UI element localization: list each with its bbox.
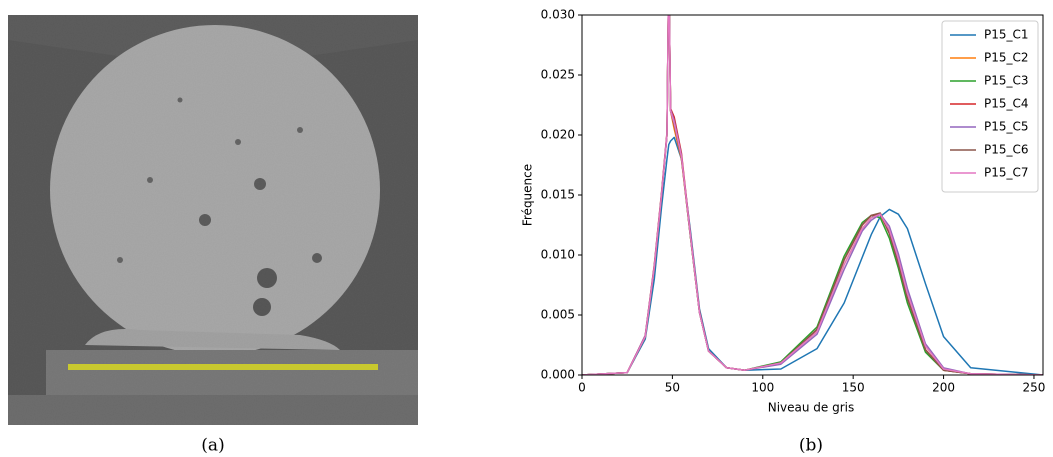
legend-label: P15_C4 [984, 97, 1029, 111]
legend-label: P15_C2 [984, 51, 1029, 65]
x-tick-label: 0 [578, 381, 586, 395]
x-tick-label: 50 [665, 381, 680, 395]
series-line [582, 15, 1043, 375]
image-caption: (a) [201, 436, 224, 456]
legend-label: P15_C7 [984, 166, 1029, 180]
x-axis-label: Niveau de gris [768, 401, 855, 415]
x-tick-label: 250 [1023, 381, 1046, 395]
y-axis-label: Fréquence [521, 164, 535, 226]
y-tick-label: 0.005 [541, 308, 575, 322]
y-tick-label: 0.015 [541, 188, 575, 202]
y-tick-label: 0.000 [541, 368, 575, 382]
y-tick-label: 0.025 [541, 68, 575, 82]
y-tick-label: 0.020 [541, 128, 575, 142]
legend-label: P15_C3 [984, 74, 1029, 88]
x-tick-label: 100 [751, 381, 774, 395]
y-tick-label: 0.030 [541, 8, 575, 22]
y-tick-label: 0.010 [541, 248, 575, 262]
x-tick-label: 150 [842, 381, 865, 395]
chart-caption: (b) [799, 436, 823, 456]
legend-label: P15_C6 [984, 143, 1029, 157]
plot-lines [582, 15, 1043, 375]
legend-label: P15_C5 [984, 120, 1029, 134]
legend-label: P15_C1 [984, 28, 1029, 42]
ct-image [8, 15, 418, 425]
x-tick-label: 200 [932, 381, 955, 395]
